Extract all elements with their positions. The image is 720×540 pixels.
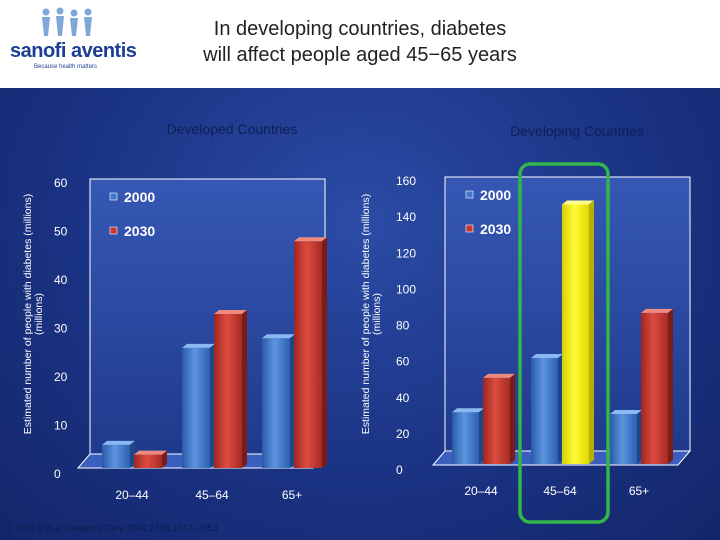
developed-y-tick-label: 20 [54, 370, 68, 384]
developing-bar-2030-0 [483, 377, 510, 464]
developed-bar-side [130, 440, 135, 468]
developing-y-axis-label: Estimated number of people with diabetes… [360, 194, 372, 434]
developing-bar-cap [610, 410, 642, 415]
developed-bar-2000-0 [102, 444, 130, 468]
developed-y-axis-label: Estimated number of people with diabetes… [22, 194, 34, 434]
developed-x-tick-label: 65+ [282, 488, 302, 502]
developed-legend-label-2000: 2000 [124, 189, 155, 205]
developed-bar-side [162, 450, 167, 468]
developing-bar-2030-1 [562, 204, 589, 464]
footnote-prefix: 1. Wild S [6, 523, 45, 533]
developing-bar-cap [452, 408, 484, 413]
developing-y-tick-label: 80 [396, 319, 410, 333]
developed-y-axis-unit: (millions) [33, 293, 45, 335]
developing-y-tick-label: 40 [396, 391, 410, 405]
developing-chart-title: Developing Countries [510, 123, 644, 139]
developing-y-tick-label: 100 [396, 282, 416, 296]
logo-tagline: Because health matters [34, 64, 98, 70]
developing-bar-cap [531, 354, 563, 359]
developing-bar-side [558, 354, 563, 464]
developing-legend-label-2030: 2030 [480, 221, 511, 237]
developing-x-tick-label: 20–44 [464, 484, 498, 498]
developing-y-tick-label: 0 [396, 463, 403, 477]
developed-y-tick-label: 50 [54, 225, 68, 239]
developed-y-tick-label: 0 [54, 467, 61, 481]
developed-bar-side [210, 343, 215, 468]
developed-bar-cap [182, 343, 215, 348]
developed-bar-cap [102, 440, 135, 445]
developing-legend-swatch-2030 [465, 224, 474, 233]
developing-bar-side [637, 410, 642, 464]
developing-y-tick-label: 60 [396, 355, 410, 369]
developed-bar-cap [134, 450, 167, 455]
developed-bar-2030-2 [294, 241, 322, 468]
developing-bar-side [510, 373, 515, 464]
footnote-journal: Diabetes Care [66, 523, 125, 533]
developing-bar-side [479, 408, 484, 464]
developing-bar-2000-1 [531, 358, 558, 464]
developing-y-tick-label: 140 [396, 210, 416, 224]
logo-figures-icon [42, 7, 92, 36]
developing-y-tick-label: 120 [396, 246, 416, 260]
developing-y-tick-label: 160 [396, 174, 416, 188]
developed-bar-side [290, 334, 295, 468]
developed-bar-cap [294, 237, 327, 242]
footnote-ref: 2004;27(5):1047–1053 [126, 523, 218, 533]
footnote-citation: 1. Wild S et al. Diabetes Care 2004;27(5… [6, 523, 218, 533]
developed-chart-title: Developed Countries [167, 121, 298, 137]
developing-bar-side [668, 308, 673, 464]
developing-plot-area: 0 20 40 60 80 100 120 140 160 20–44 45–64 65+ 2000 20… [396, 174, 692, 498]
page-title: In developing countries, diabetes will a… [140, 16, 580, 68]
developed-bar-2030-0 [134, 454, 162, 468]
title-line-2: will affect people aged 45−65 years [203, 44, 517, 66]
developing-x-tick-label: 45–64 [543, 484, 577, 498]
developed-legend-swatch-2000 [109, 192, 118, 201]
developing-bar-cap [562, 200, 594, 205]
developing-y-tick-label: 20 [396, 427, 410, 441]
footnote-etal: et al. [44, 523, 65, 533]
developing-y-axis-unit: (millions) [371, 293, 383, 335]
developed-bar-side [242, 309, 247, 468]
developing-x-tick-label: 65+ [629, 484, 649, 498]
developed-bar-cap [214, 309, 247, 314]
developed-y-tick-label: 60 [54, 176, 68, 190]
developed-x-tick-label: 45–64 [195, 488, 229, 502]
developing-bar-2000-0 [452, 412, 479, 464]
slide-header: sanofi aventis Because health matters In… [0, 0, 720, 88]
developed-y-tick-label: 40 [54, 273, 68, 287]
developed-bar-2000-1 [182, 347, 210, 468]
developed-legend-swatch-2030 [109, 226, 118, 235]
developing-bar-2000-2 [610, 414, 637, 464]
developed-legend-label-2030: 2030 [124, 223, 155, 239]
developed-bar-cap [262, 334, 295, 339]
developing-legend-swatch-2000 [465, 190, 474, 199]
developing-bar-cap [483, 373, 515, 378]
developing-bar-2030-2 [641, 312, 668, 464]
developing-bar-side [589, 200, 594, 464]
developed-y-tick-label: 30 [54, 322, 68, 336]
highlight-box [518, 162, 610, 524]
developed-bar-2030-1 [214, 313, 242, 468]
developed-bar-side [322, 237, 327, 468]
developing-legend-label-2000: 2000 [480, 187, 511, 203]
developed-bar-2000-2 [262, 338, 290, 468]
developing-bar-cap [641, 308, 673, 313]
title-line-1: In developing countries, diabetes [213, 18, 507, 40]
developed-y-tick-label: 10 [54, 419, 68, 433]
developed-x-tick-label: 20–44 [115, 488, 149, 502]
logo-wordmark: sanofi aventis [10, 40, 137, 62]
sanofi-aventis-logo: sanofi aventis Because health matters [4, 6, 137, 78]
